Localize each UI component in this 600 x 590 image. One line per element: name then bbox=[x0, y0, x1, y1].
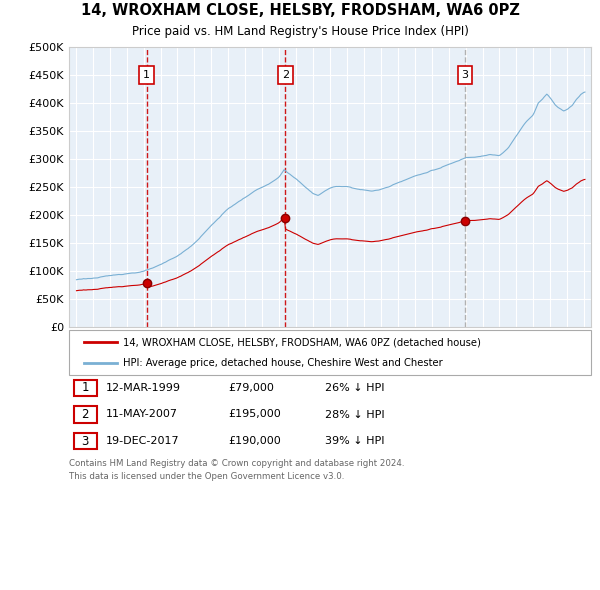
Text: 3: 3 bbox=[82, 434, 89, 448]
Text: 28% ↓ HPI: 28% ↓ HPI bbox=[325, 409, 384, 419]
Text: 2: 2 bbox=[281, 70, 289, 80]
Text: Price paid vs. HM Land Registry's House Price Index (HPI): Price paid vs. HM Land Registry's House … bbox=[131, 25, 469, 38]
Text: HPI: Average price, detached house, Cheshire West and Chester: HPI: Average price, detached house, Ches… bbox=[123, 358, 443, 368]
Text: 3: 3 bbox=[461, 70, 469, 80]
Text: 14, WROXHAM CLOSE, HELSBY, FRODSHAM, WA6 0PZ: 14, WROXHAM CLOSE, HELSBY, FRODSHAM, WA6… bbox=[80, 3, 520, 18]
Text: £190,000: £190,000 bbox=[229, 436, 281, 446]
Text: 1: 1 bbox=[143, 70, 150, 80]
Text: £195,000: £195,000 bbox=[229, 409, 281, 419]
Text: 26% ↓ HPI: 26% ↓ HPI bbox=[325, 383, 384, 393]
Text: Contains HM Land Registry data © Crown copyright and database right 2024.: Contains HM Land Registry data © Crown c… bbox=[69, 459, 404, 468]
Text: 39% ↓ HPI: 39% ↓ HPI bbox=[325, 436, 384, 446]
Text: This data is licensed under the Open Government Licence v3.0.: This data is licensed under the Open Gov… bbox=[69, 473, 344, 481]
Text: £79,000: £79,000 bbox=[229, 383, 274, 393]
Text: 1: 1 bbox=[82, 381, 89, 395]
Text: 12-MAR-1999: 12-MAR-1999 bbox=[106, 383, 181, 393]
Text: 11-MAY-2007: 11-MAY-2007 bbox=[106, 409, 178, 419]
Text: 14, WROXHAM CLOSE, HELSBY, FRODSHAM, WA6 0PZ (detached house): 14, WROXHAM CLOSE, HELSBY, FRODSHAM, WA6… bbox=[123, 337, 481, 348]
Text: 19-DEC-2017: 19-DEC-2017 bbox=[106, 436, 179, 446]
Text: 2: 2 bbox=[82, 408, 89, 421]
